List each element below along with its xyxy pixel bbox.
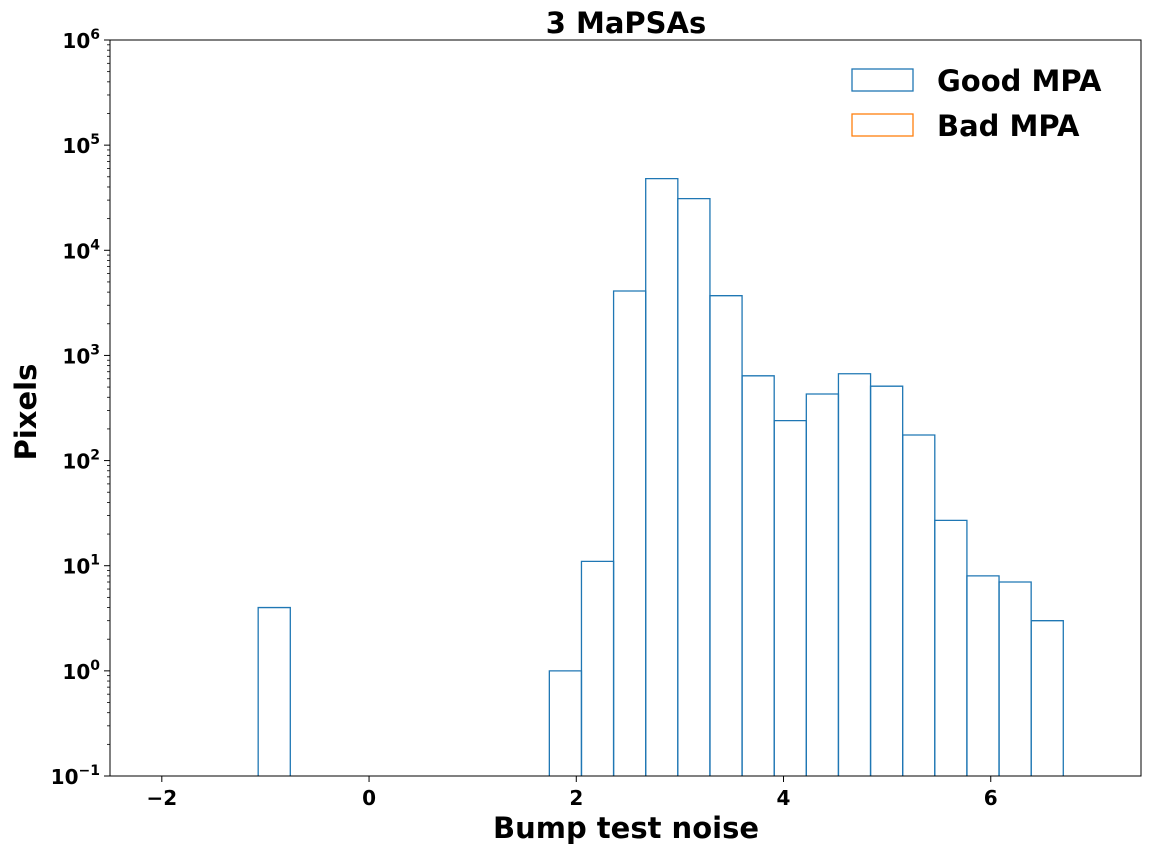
y-tick-label: 102	[62, 448, 100, 474]
legend-label: Bad MPA	[937, 109, 1080, 143]
y-tick-label: 106	[62, 27, 100, 53]
x-tick-label: 6	[984, 786, 998, 810]
chart-title: 3 MaPSAs	[546, 6, 707, 40]
x-tick-label: 4	[777, 786, 791, 810]
histogram-bar	[741, 375, 775, 776]
histogram-bar	[837, 373, 872, 776]
plot-area	[257, 178, 1064, 776]
histogram-bar	[934, 519, 968, 776]
histogram-bar	[645, 178, 679, 776]
histogram-bar	[773, 419, 807, 776]
histogram-bar	[548, 670, 583, 776]
histogram-bar	[1030, 620, 1064, 776]
legend-swatch	[851, 68, 914, 92]
series-good-mpa	[257, 178, 1064, 776]
legend-label: Good MPA	[937, 64, 1102, 98]
plot-frame	[109, 39, 1142, 777]
histogram-bar	[257, 606, 291, 776]
histogram-bar	[677, 197, 711, 776]
histogram-bar	[709, 295, 743, 776]
x-tick-label: 2	[569, 786, 583, 810]
y-tick-label: 100	[62, 658, 100, 684]
y-tick-label: 104	[62, 237, 100, 263]
y-tick-label: 10−1	[51, 763, 100, 789]
histogram-bar	[805, 393, 840, 776]
x-axis-title: Bump test noise	[493, 811, 759, 845]
histogram-bar	[612, 290, 647, 776]
histogram-bar	[902, 434, 936, 776]
legend: Good MPA Bad MPA	[851, 64, 1102, 143]
x-axis: −2 0 2 4 6	[146, 776, 998, 810]
y-axis-title: Pixels	[9, 364, 43, 461]
x-tick-label: −2	[146, 786, 177, 810]
histogram-bar	[966, 575, 1000, 776]
y-tick-label: 105	[62, 132, 100, 158]
y-tick-label: 103	[62, 342, 100, 368]
histogram-bar	[998, 581, 1032, 776]
x-tick-label: 0	[362, 786, 376, 810]
histogram-bar	[580, 560, 615, 776]
y-tick-label: 101	[62, 553, 100, 579]
histogram-bar	[869, 385, 904, 776]
legend-swatch	[851, 113, 914, 137]
y-axis: 10−1 100 101 102 103 104 105 106	[51, 27, 110, 789]
